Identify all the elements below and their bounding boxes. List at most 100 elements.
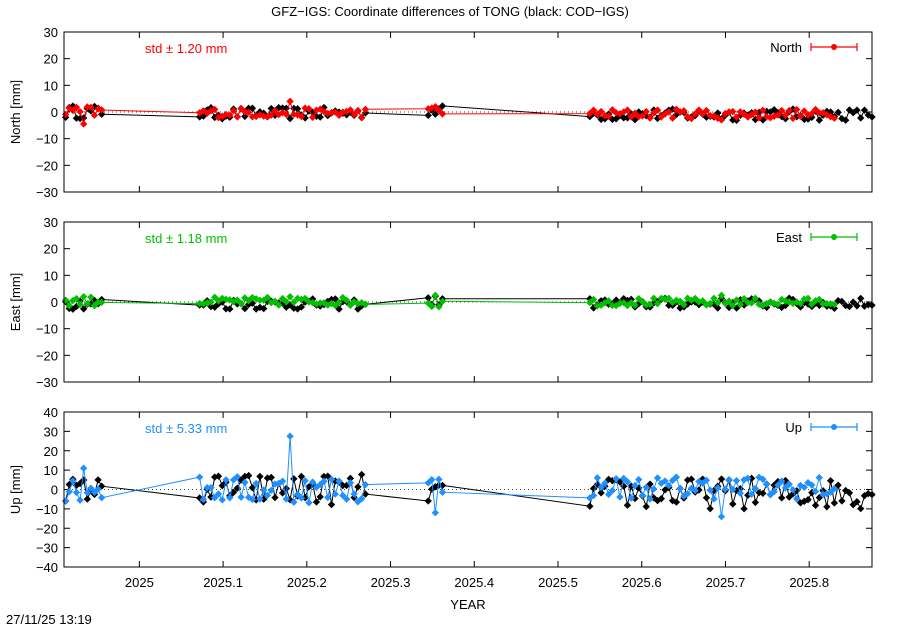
series-point [642, 107, 650, 116]
series-point [736, 489, 744, 497]
series-point [627, 494, 635, 502]
series-point [286, 432, 294, 440]
series-point [76, 108, 84, 116]
series-point [435, 303, 443, 311]
series-point [725, 297, 733, 305]
reference-point [702, 494, 711, 502]
reference-point [357, 470, 366, 479]
series-point [76, 496, 84, 504]
y-tick-label: 10 [44, 78, 58, 93]
x-tick-label: 2025.4 [454, 575, 494, 590]
reference-point [79, 305, 88, 313]
series-point [428, 475, 436, 484]
reference-point [826, 477, 835, 485]
series-point [361, 300, 370, 309]
y-tick-label: −30 [36, 185, 58, 200]
y-tick-label: 0 [51, 295, 58, 310]
series-point [732, 476, 741, 485]
series-point [305, 499, 313, 507]
series-point [361, 105, 370, 114]
reference-point [657, 494, 665, 503]
series-point [638, 112, 647, 120]
series-point [267, 486, 275, 494]
series-point [725, 475, 733, 484]
series-point [653, 299, 662, 308]
series-point [732, 296, 741, 304]
reference-point [586, 502, 594, 510]
series-point [597, 483, 605, 492]
y-tick-label: 20 [44, 444, 58, 459]
series-point [593, 474, 602, 482]
series-point [435, 475, 443, 484]
series-point [256, 296, 264, 304]
series-point [777, 106, 786, 115]
series-point [350, 110, 358, 119]
series-point [702, 476, 711, 484]
reference-point [260, 304, 268, 313]
series-point [256, 495, 264, 503]
reference-point [241, 112, 249, 121]
reference-point [740, 505, 748, 513]
series-point [98, 493, 106, 502]
reference-point [845, 489, 854, 497]
series-point [612, 475, 620, 483]
reference-point [853, 302, 861, 310]
series-point [793, 105, 801, 114]
series-point [207, 298, 215, 306]
series-point [830, 300, 838, 309]
std-label: std ± 1.18 mm [145, 231, 227, 246]
series-point [248, 495, 257, 504]
series-point [260, 486, 268, 494]
reference-point [271, 493, 279, 502]
series-point [275, 301, 283, 309]
reference-point [759, 489, 767, 498]
reference-point [248, 484, 257, 492]
series-point [826, 488, 835, 496]
series-point [241, 478, 249, 487]
legend-label: Up [785, 420, 802, 435]
reference-point [335, 305, 343, 313]
series-point [751, 294, 760, 302]
series-point [98, 298, 106, 307]
series-point [653, 474, 662, 482]
y-tick-label: −30 [36, 375, 58, 390]
series-point [226, 111, 234, 119]
reference-point [316, 113, 324, 121]
x-tick-label: 2025.6 [622, 575, 662, 590]
reference-point [642, 502, 650, 511]
reference-point [845, 302, 854, 311]
series-point [290, 298, 298, 307]
reference-point [316, 493, 324, 501]
x-tick-label: 2025.1 [203, 575, 243, 590]
legend-label: East [776, 230, 802, 245]
series-point [665, 481, 673, 490]
series-point [271, 106, 279, 115]
series-point [604, 297, 613, 305]
reference-point [838, 497, 846, 505]
legend-marker [831, 44, 837, 50]
x-tick-label: 2025.3 [371, 575, 411, 590]
y-tick-label: −30 [36, 541, 58, 556]
x-axis-label: YEAR [450, 597, 485, 612]
plot-frame [63, 221, 873, 383]
series-point [680, 300, 688, 309]
y-tick-label: −20 [36, 521, 58, 536]
series-point [297, 112, 306, 121]
series-point [207, 483, 215, 492]
series-point [804, 294, 812, 303]
y-axis-label: East [mm] [8, 273, 23, 332]
series-point [342, 495, 351, 503]
series-point [438, 110, 447, 118]
series-point [286, 97, 294, 106]
series-point [650, 294, 658, 302]
series-point [597, 107, 605, 116]
series-point [211, 494, 219, 502]
series-point [339, 491, 347, 500]
x-tick-label: 2025.5 [538, 575, 578, 590]
y-tick-label: −20 [36, 158, 58, 173]
series-point [762, 480, 771, 488]
series-point [714, 484, 722, 492]
series-point [72, 488, 81, 497]
reference-point [623, 501, 632, 509]
